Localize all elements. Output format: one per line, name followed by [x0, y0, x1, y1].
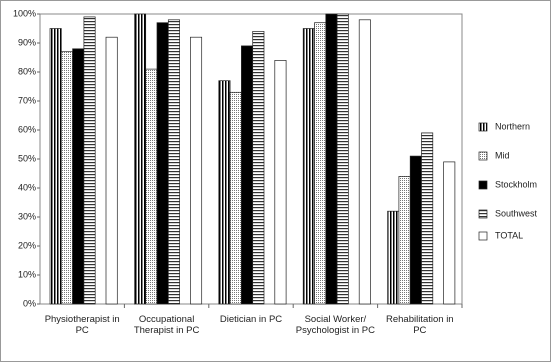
y-tick-label: 50% [18, 153, 36, 163]
y-tick-label: 100% [13, 8, 36, 18]
legend-label: TOTAL [495, 230, 523, 240]
legend-swatch [478, 180, 488, 190]
bar [218, 80, 231, 305]
y-tick-label: 70% [18, 95, 36, 105]
legend-swatch [478, 122, 488, 132]
bar [336, 13, 349, 305]
bar [443, 161, 456, 305]
x-tick-label: Physiotherapist in PC [44, 314, 120, 336]
y-tick-label: 40% [18, 182, 36, 192]
x-tick-label: Rehabilitation in PC [385, 314, 454, 336]
x-tick-label: Dietician in PC [219, 314, 283, 325]
bar [274, 60, 287, 305]
legend-label: Northern [495, 121, 530, 131]
bar [387, 210, 400, 305]
bar [83, 16, 96, 305]
bar [325, 13, 338, 305]
y-tick-label: 10% [18, 269, 36, 279]
bar [49, 28, 62, 305]
bar [421, 132, 434, 305]
legend-label: Stockholm [495, 179, 537, 189]
legend-swatch [478, 209, 488, 219]
legend-swatch [478, 231, 488, 241]
bar [409, 155, 422, 305]
bar [190, 36, 203, 305]
bar [60, 51, 73, 305]
bar [105, 36, 118, 305]
x-tick-label: Social Worker/ Psychologist in PC [295, 314, 375, 336]
y-tick-label: 30% [18, 211, 36, 221]
legend-label: Mid [495, 150, 510, 160]
y-tick-label: 20% [18, 240, 36, 250]
x-tick-label: Occupational Therapist in PC [133, 314, 200, 336]
legend-swatch [478, 151, 488, 161]
y-tick-label: 0% [23, 298, 36, 308]
bar [314, 22, 327, 305]
y-tick-label: 80% [18, 66, 36, 76]
bar [134, 13, 147, 305]
bar [229, 91, 242, 305]
bar [252, 31, 265, 305]
y-tick-label: 60% [18, 124, 36, 134]
y-tick-label: 90% [18, 37, 36, 47]
bar [156, 22, 169, 305]
bar [145, 68, 158, 305]
bar [241, 45, 254, 305]
legend-label: Southwest [495, 208, 538, 218]
bar [167, 19, 180, 305]
bar [302, 28, 315, 305]
bar [398, 176, 411, 305]
bar [72, 48, 85, 305]
bar [358, 19, 371, 305]
